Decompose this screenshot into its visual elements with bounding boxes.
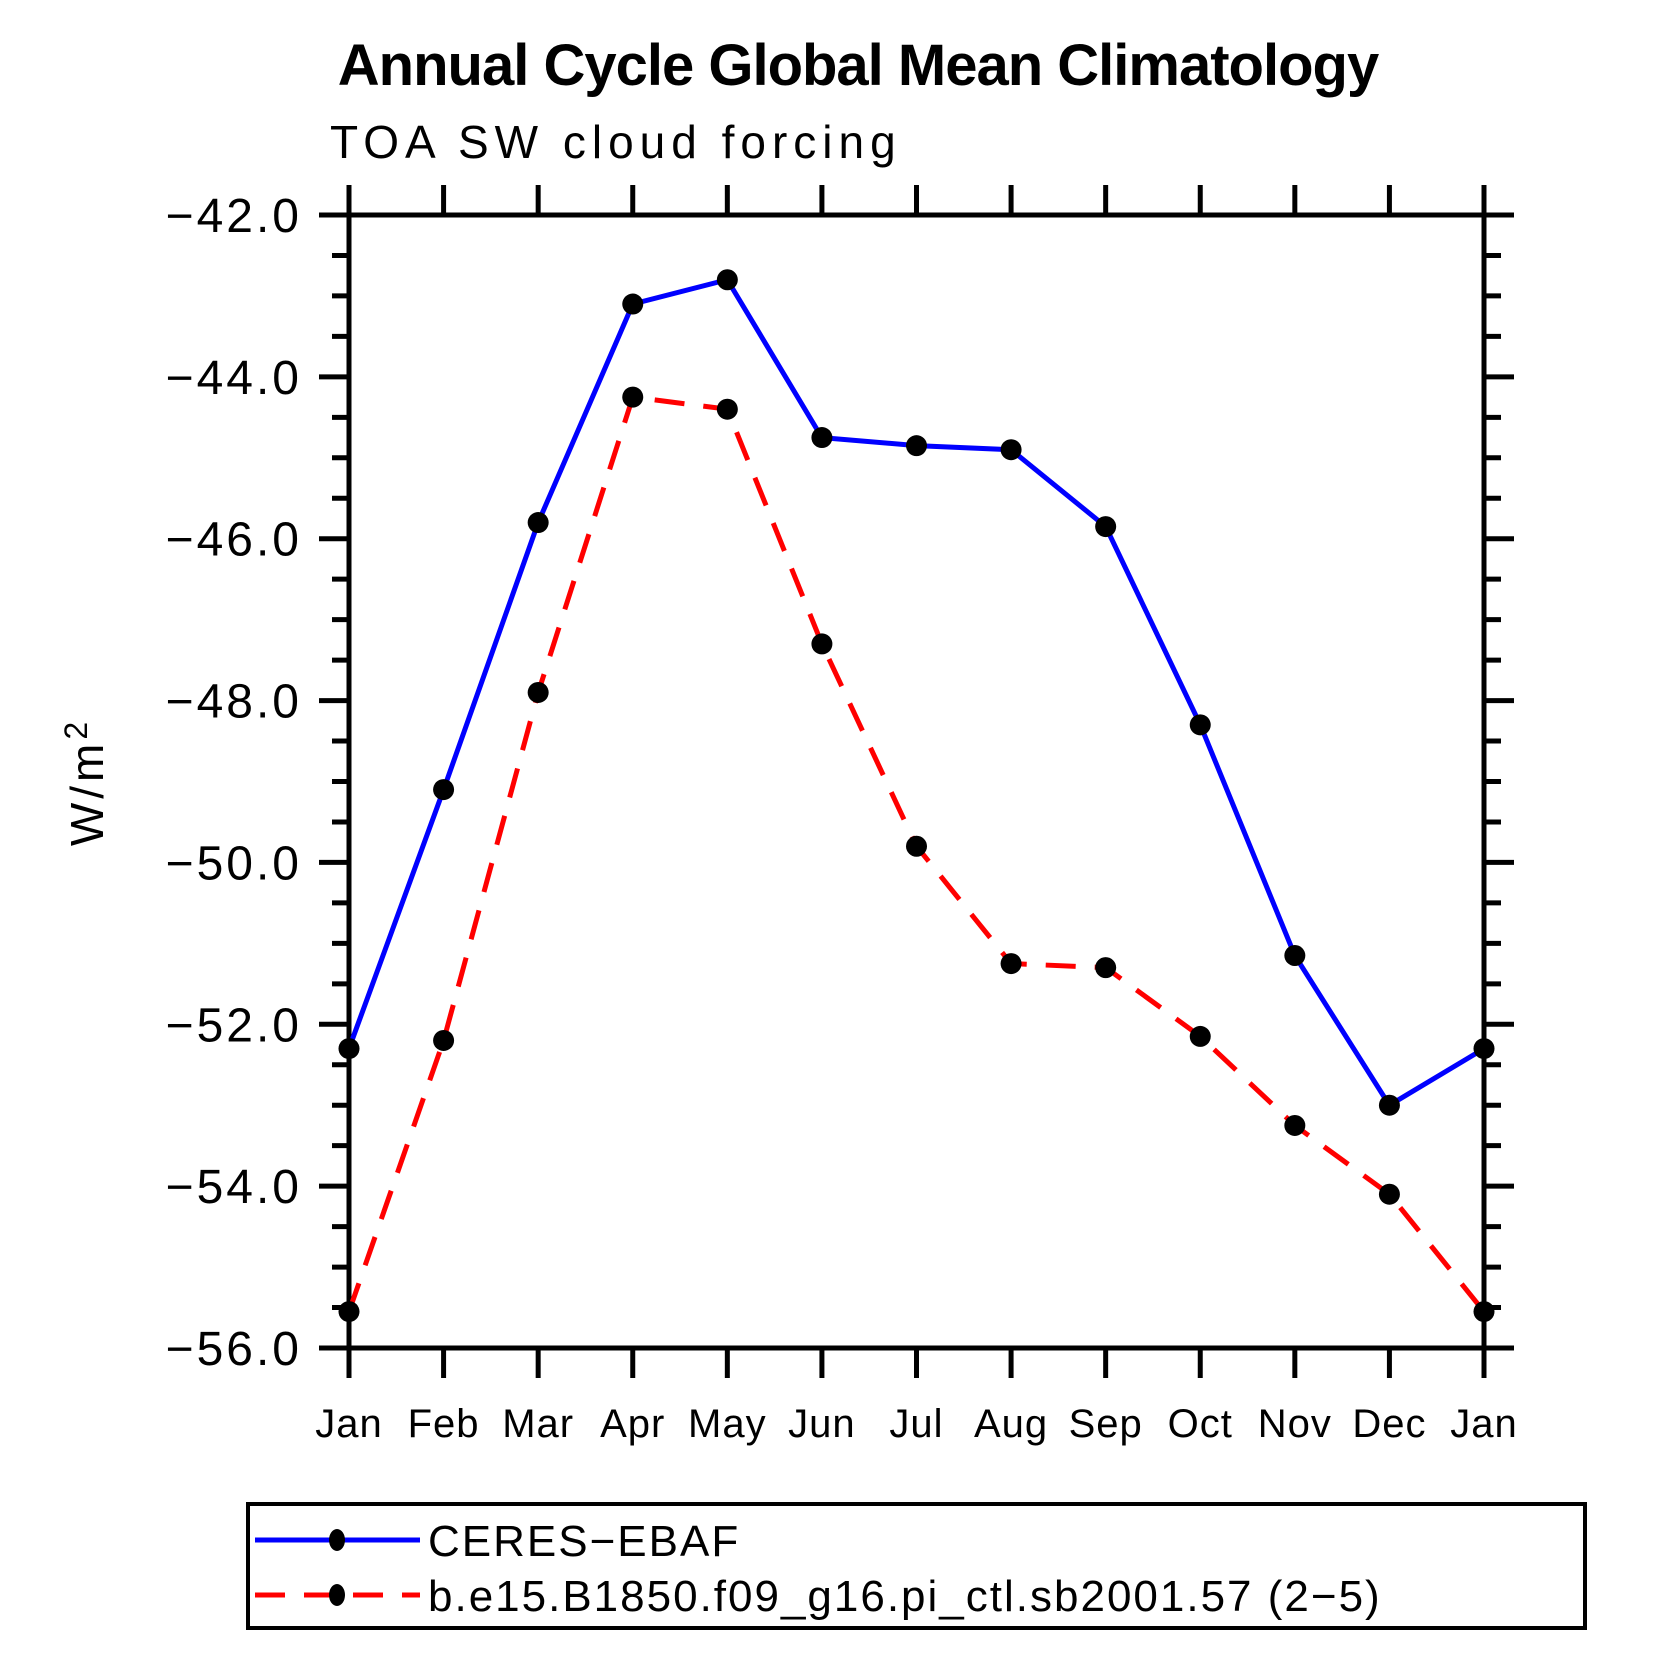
data-point-marker: [716, 269, 738, 291]
y-tick-label: −50.0: [166, 837, 302, 890]
x-tick-label: Dec: [1352, 1402, 1426, 1446]
y-tick-label: −42.0: [166, 190, 302, 243]
legend-marker-0: [329, 1529, 345, 1551]
series-line-0: [346, 276, 1486, 1109]
data-point-marker: [622, 293, 644, 315]
x-tick-label: Apr: [600, 1402, 665, 1446]
data-point-marker: [1000, 953, 1022, 975]
x-tick-label: Nov: [1258, 1402, 1332, 1446]
x-tick-label: Aug: [974, 1402, 1048, 1446]
y-tick-label: −46.0: [166, 514, 302, 567]
x-tick-label: Jul: [889, 1402, 943, 1446]
data-point-marker: [1189, 714, 1211, 736]
legend-box: [246, 1502, 1587, 1630]
data-point-marker: [527, 681, 549, 703]
data-point-marker: [338, 1038, 360, 1060]
data-point-marker: [1473, 1301, 1495, 1323]
data-point-marker: [433, 1029, 455, 1051]
data-point-marker: [527, 512, 549, 534]
data-point-marker: [1000, 439, 1022, 461]
x-tick-label: Oct: [1168, 1402, 1233, 1446]
x-tick-label: Jun: [788, 1402, 856, 1446]
data-point-marker: [811, 427, 833, 449]
x-tick-label: Feb: [408, 1402, 480, 1446]
data-point-marker: [1378, 1094, 1400, 1116]
data-point-marker: [716, 398, 738, 420]
legend-marker-1: [329, 1584, 345, 1606]
data-point-marker: [622, 386, 644, 408]
data-point-marker: [1378, 1183, 1400, 1205]
data-point-marker: [811, 633, 833, 655]
x-tick-label: Mar: [502, 1402, 574, 1446]
data-point-marker: [906, 835, 927, 857]
legend-label-1: b.e15.B1850.f09_g16.pi_ctl.sb2001.57 (2−…: [428, 1572, 1382, 1621]
x-tick-label: Jan: [315, 1402, 383, 1446]
y-tick-label: −44.0: [166, 352, 302, 405]
data-point-marker: [1189, 1025, 1211, 1047]
x-tick-label: May: [688, 1402, 767, 1446]
legend-label-0: CERES−EBAF: [428, 1517, 740, 1566]
chart-title: Annual Cycle Global Mean Climatology: [338, 33, 1379, 98]
data-point-marker: [1095, 957, 1117, 979]
x-tick-label: Jan: [1450, 1402, 1518, 1446]
x-tick-label: Sep: [1069, 1402, 1143, 1446]
data-point-marker: [1284, 944, 1306, 966]
data-point-marker: [1095, 516, 1117, 538]
y-axis-label: W/m2: [58, 718, 113, 846]
y-axis-label-unit: W/m: [61, 740, 113, 847]
y-tick-label: −48.0: [166, 676, 302, 729]
data-point-marker: [433, 779, 455, 801]
y-tick-label: −56.0: [166, 1323, 302, 1376]
data-point-marker: [906, 435, 927, 457]
y-tick-label: −52.0: [166, 999, 302, 1052]
chart-subtitle: TOA SW cloud forcing: [330, 116, 902, 168]
plot-frame: [346, 212, 1487, 1351]
y-axis-label-exponent: 2: [58, 718, 94, 740]
data-point-marker: [1284, 1114, 1306, 1136]
data-point-marker: [1473, 1038, 1495, 1060]
y-tick-label: −54.0: [166, 1161, 302, 1214]
data-point-marker: [338, 1301, 360, 1323]
